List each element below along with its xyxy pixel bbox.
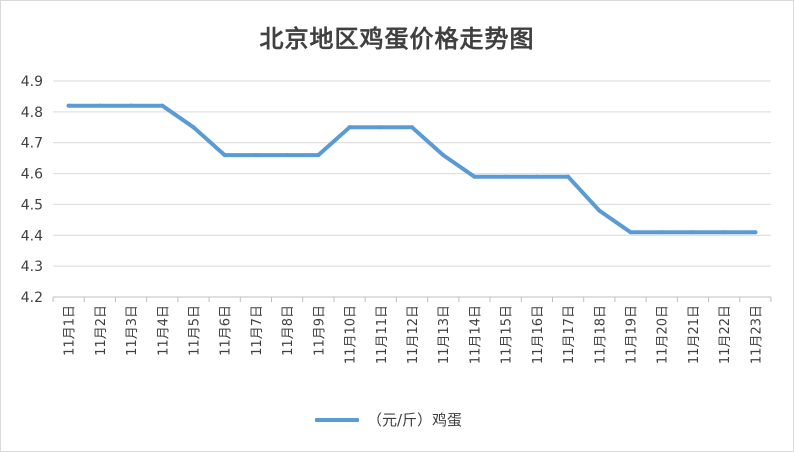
data-point xyxy=(628,230,633,235)
y-tick-label: 4.5 xyxy=(21,197,43,213)
data-point xyxy=(753,230,758,235)
legend: （元/斤）鸡蛋 xyxy=(315,409,462,430)
x-tick-label: 11月5日 xyxy=(187,305,202,356)
x-tick-label: 11月13日 xyxy=(437,305,452,364)
data-point xyxy=(441,153,446,158)
x-tick-label: 11月14日 xyxy=(468,305,483,364)
x-tick-label: 11月21日 xyxy=(687,305,702,364)
y-tick-label: 4.4 xyxy=(21,228,43,244)
series-layer xyxy=(66,103,758,235)
x-tick-label: 11月17日 xyxy=(562,305,577,364)
x-axis-ticks: 11月1日 11月2日 11月3日 11月4日 11月5日 11月6日 11月7日 11月8日… xyxy=(63,305,765,364)
legend-swatch xyxy=(315,417,359,422)
y-tick-label: 4.3 xyxy=(21,259,43,275)
x-tick-label: 11月22日 xyxy=(718,305,733,364)
x-tick-label: 11月16日 xyxy=(531,305,546,364)
data-point xyxy=(534,174,539,179)
x-tick-label: 11月20日 xyxy=(656,305,671,364)
x-tick-label: 11月15日 xyxy=(500,305,515,364)
data-point xyxy=(129,103,134,108)
x-tick-label: 11月11日 xyxy=(375,305,390,364)
legend-label: （元/斤）鸡蛋 xyxy=(367,411,463,429)
x-tick-label: 11月1日 xyxy=(63,305,78,356)
data-point xyxy=(253,153,258,158)
y-axis-ticks: 4.2 4.3 4.4 4.5 4.6 4.7 4.8 4.9 xyxy=(21,74,43,306)
x-tick-label: 11月12日 xyxy=(406,305,421,364)
data-point xyxy=(378,125,383,130)
x-tick-label: 11月19日 xyxy=(625,305,640,364)
data-point xyxy=(690,230,695,235)
x-tick-label: 11月7日 xyxy=(250,305,265,356)
axis xyxy=(52,296,772,302)
data-point xyxy=(316,153,321,158)
data-point xyxy=(722,230,727,235)
chart-title: 北京地区鸡蛋价格走势图 xyxy=(259,24,535,53)
grid-lines xyxy=(53,80,771,267)
x-tick-label: 11月10日 xyxy=(344,305,359,364)
x-tick-label: 11月2日 xyxy=(94,305,109,356)
data-point xyxy=(503,174,508,179)
data-point xyxy=(347,125,352,130)
x-tick-label: 11月9日 xyxy=(312,305,327,356)
data-point xyxy=(472,174,477,179)
data-point xyxy=(659,230,664,235)
y-tick-label: 4.7 xyxy=(21,136,43,152)
data-point xyxy=(222,153,227,158)
x-tick-label: 11月23日 xyxy=(749,305,764,364)
y-tick-label: 4.9 xyxy=(21,74,43,90)
series-line xyxy=(66,103,758,235)
x-tick-label: 11月6日 xyxy=(219,305,234,356)
x-tick-label: 11月3日 xyxy=(125,305,140,356)
data-point xyxy=(160,103,165,108)
y-tick-label: 4.2 xyxy=(21,290,43,306)
data-point xyxy=(97,103,102,108)
data-point xyxy=(566,174,571,179)
data-point xyxy=(597,208,602,213)
data-point xyxy=(191,125,196,130)
x-tick-label: 11月8日 xyxy=(281,305,296,356)
y-tick-label: 4.6 xyxy=(21,167,43,183)
y-tick-label: 4.8 xyxy=(21,105,43,121)
x-tick-label: 11月18日 xyxy=(593,305,608,364)
data-point xyxy=(66,103,71,108)
data-point xyxy=(410,125,414,130)
x-tick-label: 11月4日 xyxy=(156,305,171,356)
data-point xyxy=(285,153,290,158)
